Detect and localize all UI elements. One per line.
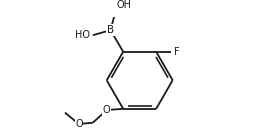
Text: HO: HO xyxy=(75,30,90,40)
Text: O: O xyxy=(75,119,83,129)
Text: O: O xyxy=(103,105,110,115)
Text: OH: OH xyxy=(117,0,132,10)
Text: B: B xyxy=(107,25,114,35)
Text: F: F xyxy=(174,47,180,57)
